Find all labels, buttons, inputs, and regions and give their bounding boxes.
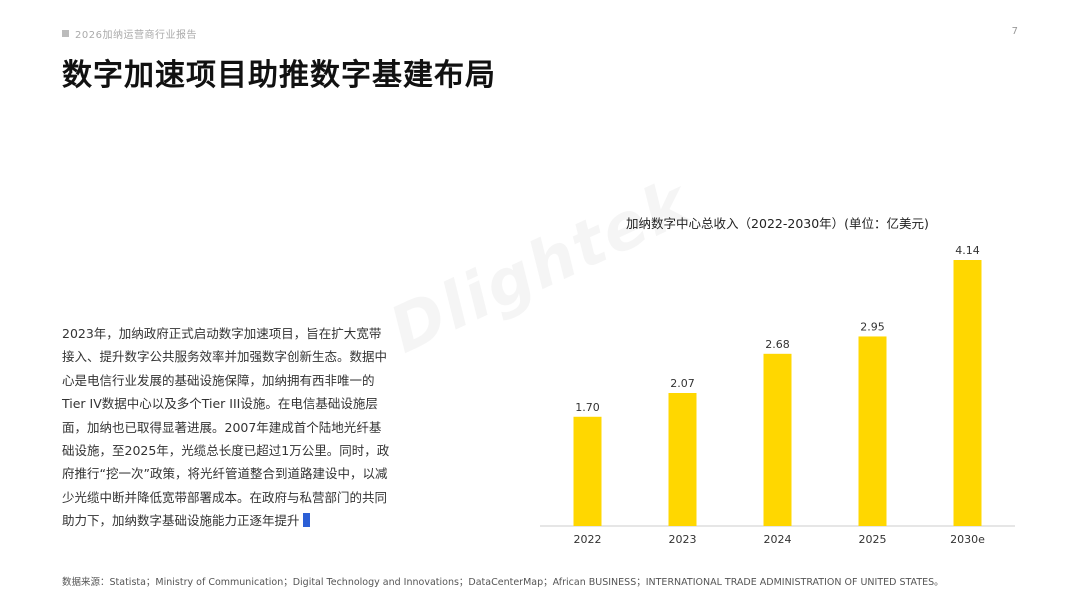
text-cursor-icon (302, 513, 310, 528)
report-tag-text: 2026加纳运营商行业报告 (75, 30, 197, 41)
data-label-2025: 2.95 (860, 320, 885, 333)
bar-2024 (763, 353, 792, 526)
chart-title: 加纳数字中心总收入（2022-2030年）(单位：亿美元) (626, 216, 929, 231)
x-tick-label-2025: 2025 (859, 533, 887, 546)
source-note: 数据来源：Statista；Ministry of Communication；… (62, 577, 944, 588)
x-tick-label-2024: 2024 (764, 533, 792, 546)
x-tick-label-2023: 2023 (669, 533, 697, 546)
bar-2023 (668, 393, 697, 526)
data-label-2024: 2.68 (765, 338, 790, 351)
data-label-2030e: 4.14 (955, 244, 980, 257)
bar-2030e (953, 260, 982, 526)
bar-chart: 1.70 2022 2.07 2023 2.68 2024 2.95 2025 4.14 2030… (540, 244, 1015, 546)
data-label-2022: 1.70 (575, 401, 600, 414)
page-number: 7 (1011, 26, 1018, 37)
page-title: 数字加速项目助推数字基建布局 (62, 58, 496, 93)
body-paragraph: 2023年，加纳政府正式启动数字加速项目，旨在扩大宽带接入、提升数字公共服务效率… (62, 326, 390, 529)
square-bullet-icon (62, 30, 69, 37)
x-tick-label-2022: 2022 (574, 533, 602, 546)
bar-2022 (573, 416, 602, 526)
body-paragraph-block: 2023年，加纳政府正式启动数字加速项目，旨在扩大宽带接入、提升数字公共服务效率… (62, 322, 392, 533)
bar-2025 (858, 336, 887, 526)
data-label-2023: 2.07 (670, 377, 695, 390)
x-tick-label-2030e: 2030e (950, 533, 985, 546)
report-header-tag: 2026加纳运营商行业报告 (62, 26, 197, 41)
